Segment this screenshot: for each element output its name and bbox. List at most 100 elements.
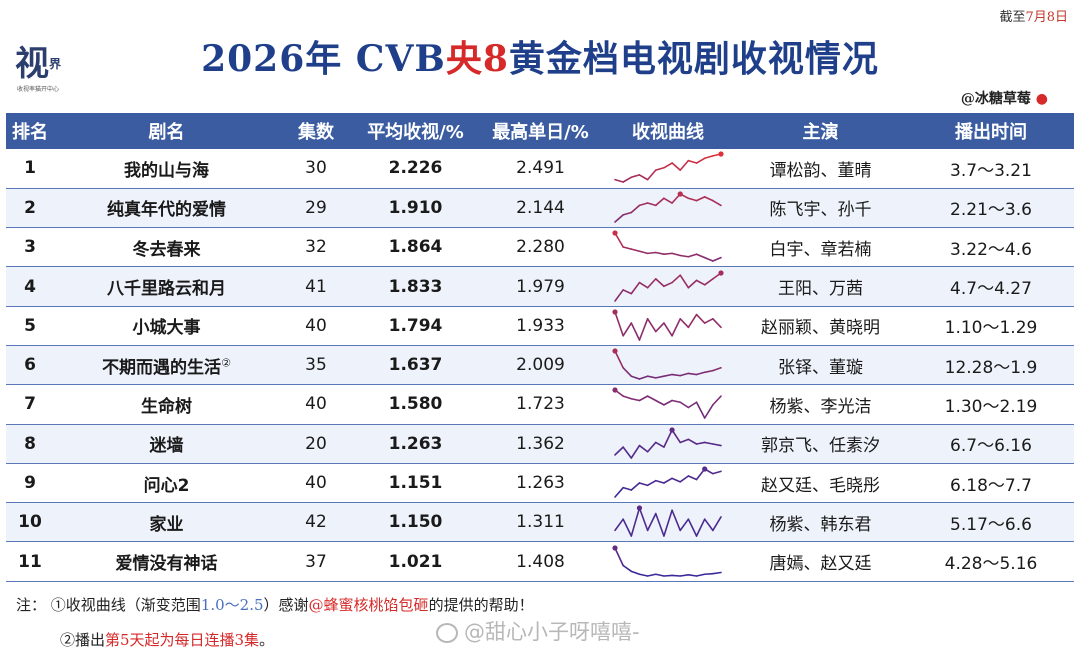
- peak-rating: 2.009: [478, 345, 603, 386]
- air-dates: 6.7～6.16: [908, 424, 1074, 464]
- curve-peak-point: [702, 466, 708, 472]
- col-drama: 剧名: [54, 113, 279, 149]
- curve-segment: [663, 400, 673, 407]
- curve-segment: [695, 371, 706, 376]
- curve-segment: [695, 157, 706, 165]
- curve-segment: [654, 441, 665, 448]
- rating-curve-chart: [614, 427, 722, 459]
- curve-peak-point: [636, 505, 643, 511]
- rating-curve-chart: [614, 505, 722, 538]
- curve-peak-point: [718, 151, 724, 157]
- rating-curve: [603, 463, 733, 504]
- episode-count: 37: [279, 541, 353, 582]
- air-dates: 4.28～5.16: [908, 541, 1074, 582]
- footnote-1: 注： ①收视曲线（渐变范围1.0～2.5）感谢@蜂蜜核桃馅包砸的提供的帮助！: [16, 596, 534, 614]
- title-part2: 黄金档电视剧收视情况: [508, 38, 879, 80]
- site-logo: 视界 收视率猫开中心: [10, 44, 66, 96]
- cast-names: 谭松韵、董晴: [733, 149, 908, 189]
- curve-segment: [646, 317, 657, 333]
- footnotes: 注： ①收视曲线（渐变范围1.0～2.5）感谢@蜂蜜核桃馅包砸的提供的帮助！ ②…: [16, 594, 534, 650]
- curve-segment: [679, 273, 690, 289]
- curve-segment: [671, 273, 682, 283]
- curve-segment: [663, 322, 673, 337]
- curve-segment: [687, 313, 698, 328]
- curve-segment: [712, 571, 722, 575]
- cast-names: 赵又廷、毛晓彤: [733, 463, 908, 504]
- curve-segment: [671, 509, 682, 532]
- curve-segment: [614, 288, 624, 302]
- drama-title: 冬去春来: [54, 227, 279, 268]
- rating-curve: [603, 227, 733, 268]
- curve-segment: [654, 573, 665, 577]
- curve-segment: [646, 375, 657, 379]
- drama-title: 迷墙: [54, 424, 279, 464]
- drama-title: 生命树: [54, 384, 279, 425]
- col-airtime: 播出时间: [908, 113, 1074, 149]
- table-row: 4 八千里路云和月 41 1.833 1.979 王阳、万茜 4.7～4.27: [6, 266, 1074, 307]
- curve-segment: [638, 281, 649, 289]
- drama-title: 问心2: [54, 463, 279, 504]
- curve-segment: [646, 479, 657, 487]
- curve-segment: [703, 441, 714, 445]
- average-rating: 1.864: [353, 227, 478, 268]
- rank-number: 1: [6, 149, 54, 189]
- peak-rating: 1.263: [478, 463, 603, 504]
- rank-number: 2: [6, 188, 54, 229]
- curve-segment: [671, 400, 682, 404]
- curve-segment: [630, 322, 641, 341]
- curve-segment: [712, 470, 722, 475]
- curve-segment: [695, 573, 706, 577]
- table-row: 9 问心2 40 1.151 1.263 赵又廷、毛晓彤 6.18～7.7: [6, 463, 1074, 504]
- curve-peak-point: [612, 545, 618, 551]
- curve-segment: [695, 195, 706, 202]
- curve-segment: [638, 507, 649, 532]
- cast-names: 王阳、万茜: [733, 266, 908, 307]
- curve-segment: [712, 516, 722, 532]
- peak-rating: 1.979: [478, 266, 603, 307]
- peak-rating: 2.144: [478, 188, 603, 229]
- rating-curve: [603, 345, 733, 386]
- episode-count: 41: [279, 266, 353, 307]
- rating-curve-chart: [614, 191, 722, 223]
- curve-segment: [679, 518, 690, 532]
- table-row: 5 小城大事 40 1.794 1.933 赵丽颖、黄晓明 1.10～1.29: [6, 306, 1074, 346]
- curve-segment: [687, 401, 698, 409]
- curve-segment: [614, 350, 624, 369]
- curve-segment: [630, 398, 641, 402]
- curve-segment: [614, 486, 624, 498]
- col-episodes: 集数: [279, 113, 353, 149]
- curve-segment: [663, 281, 673, 287]
- curve-segment: [663, 373, 673, 378]
- curve-segment: [703, 155, 714, 160]
- curve-segment: [646, 395, 657, 402]
- curve-segment: [654, 277, 665, 287]
- rank-number: 7: [6, 384, 54, 425]
- col-curve: 收视曲线: [603, 113, 733, 149]
- rank-number: 3: [6, 227, 54, 268]
- curve-segment: [630, 174, 641, 179]
- rating-curve-chart: [612, 545, 722, 577]
- curve-peak-point: [612, 309, 618, 315]
- curve-segment: [654, 479, 665, 484]
- drama-title: 小城大事: [54, 306, 279, 346]
- cast-names: 杨紫、李光洁: [733, 384, 908, 425]
- curve-segment: [712, 395, 722, 407]
- weibo-icon: [436, 623, 458, 643]
- curve-segment: [703, 369, 714, 374]
- rating-curve: [603, 424, 733, 464]
- curve-segment: [679, 401, 690, 409]
- curve-segment: [614, 518, 624, 532]
- episode-count: 40: [279, 463, 353, 504]
- curve-peak-point: [612, 387, 618, 394]
- cast-names: 赵丽颖、黄晓明: [733, 306, 908, 346]
- curve-segment: [638, 375, 649, 380]
- credit-text: @冰糖草莓: [960, 91, 1031, 107]
- curve-segment: [703, 195, 714, 202]
- rating-curve: [603, 266, 733, 307]
- curve-segment: [687, 372, 698, 376]
- curve-segment: [654, 513, 665, 538]
- drama-title: 我的山与海: [54, 149, 279, 189]
- rank-number: 6: [6, 345, 54, 386]
- table-header: 排名 剧名 集数 平均收视/% 最高单日/% 收视曲线 主演 播出时间: [6, 113, 1074, 149]
- rank-number: 8: [6, 424, 54, 464]
